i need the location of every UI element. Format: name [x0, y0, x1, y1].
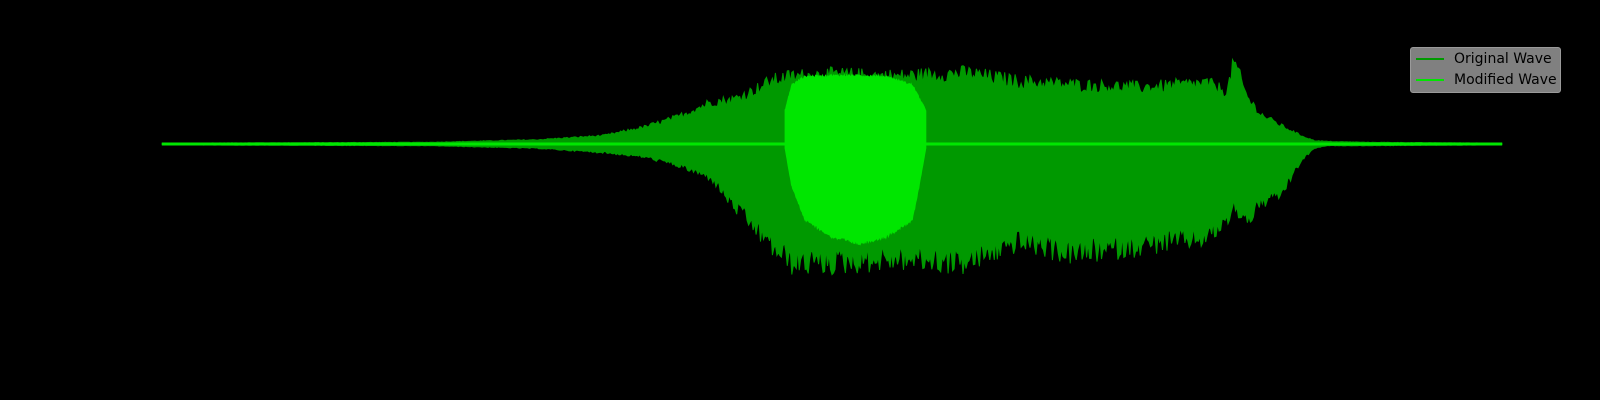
- series-layer: [161, 57, 1503, 276]
- legend-swatch-modified: [1416, 79, 1444, 81]
- legend: Original Wave Modified Wave: [1410, 47, 1561, 93]
- legend-item-modified: Modified Wave: [1416, 71, 1557, 89]
- legend-label-modified: Modified Wave: [1454, 72, 1557, 88]
- legend-label-original: Original Wave: [1454, 51, 1552, 67]
- modified-wave-area: [784, 73, 927, 246]
- legend-swatch-original: [1416, 58, 1444, 60]
- legend-item-original: Original Wave: [1416, 50, 1552, 68]
